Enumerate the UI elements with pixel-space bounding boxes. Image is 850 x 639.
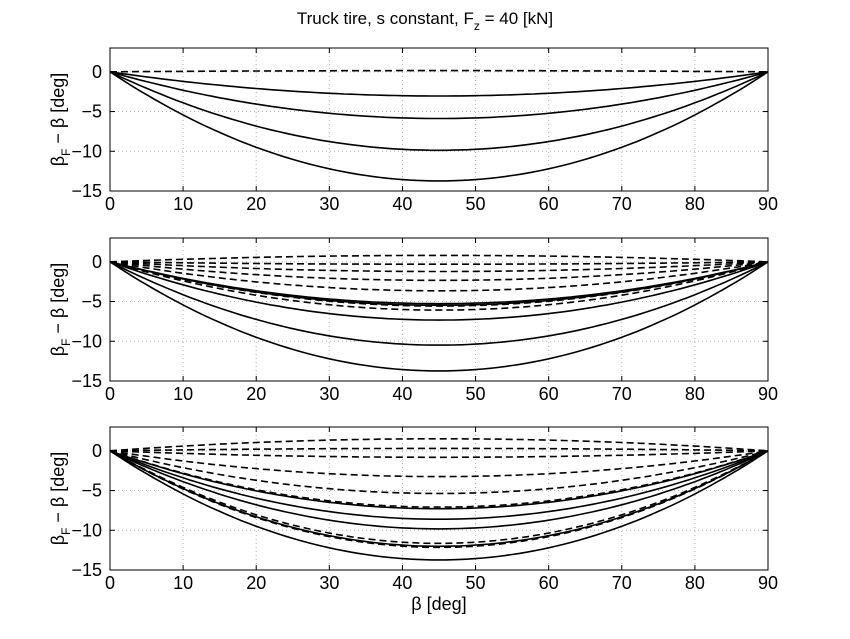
y-tick-label: 0 [92, 441, 102, 461]
x-tick-label: 50 [466, 194, 486, 214]
x-tick-label: 40 [392, 573, 412, 593]
x-tick-label: 0 [105, 573, 115, 593]
x-tick-label: 60 [539, 573, 559, 593]
x-tick-label: 10 [173, 384, 193, 404]
y-tick-label: −15 [71, 371, 102, 391]
y-tick-label: −5 [81, 102, 102, 122]
y-tick-label: −10 [71, 141, 102, 161]
series-line-3 [109, 261, 769, 273]
grid [110, 427, 768, 570]
series-line-11 [109, 261, 769, 346]
tick-marks [109, 238, 769, 382]
x-tick-label: 50 [466, 573, 486, 593]
figure-title: Truck tire, s constant, Fz = 40 [kN] [297, 9, 553, 33]
series-line-9 [109, 261, 769, 307]
series-line-7 [109, 261, 769, 311]
x-tick-label: 40 [392, 384, 412, 404]
series-group [109, 69, 769, 182]
y-tick-label: 0 [92, 62, 102, 82]
x-tick-label: 60 [539, 194, 559, 214]
series-line-12 [109, 450, 769, 548]
series-line-10 [109, 450, 769, 520]
y-tick-label: 0 [92, 252, 102, 272]
x-tick-label: 70 [612, 194, 632, 214]
series-line-3 [109, 71, 769, 120]
series-line-4 [109, 71, 769, 152]
x-tick-label: 40 [392, 194, 412, 214]
series-line-8 [109, 261, 769, 305]
x-tick-label: 80 [685, 573, 705, 593]
series-line-9 [109, 450, 769, 510]
series-group [109, 438, 769, 561]
series-line-1 [109, 254, 769, 263]
subplots: 0 10 20 30 40 50 60 70 80 90 0 −5 −10 −15 βF − β [deg]… [48, 47, 778, 614]
series-line-5 [109, 450, 769, 495]
grid [110, 238, 768, 381]
series-line-2 [109, 71, 769, 97]
x-tick-label: 90 [758, 194, 778, 214]
series-line-1 [109, 438, 769, 452]
y-tick-label: −5 [81, 292, 102, 312]
x-tick-label: 60 [539, 384, 559, 404]
x-tick-label: 90 [758, 573, 778, 593]
series-line-5 [109, 71, 769, 182]
x-tick-label: 10 [173, 194, 193, 214]
x-tick-label: 0 [105, 194, 115, 214]
y-tick-label: −10 [71, 520, 102, 540]
series-line-10 [109, 261, 769, 321]
x-tick-label: 80 [685, 384, 705, 404]
series-line-3 [109, 450, 769, 459]
subplot-3: 0 10 20 30 40 50 60 70 80 90 0 −5 −10 −15 βF − β [deg]… [48, 426, 778, 614]
y-tick-label: −15 [71, 181, 102, 201]
x-tick-label: 10 [173, 573, 193, 593]
series-group [109, 254, 769, 372]
series-line-6 [109, 450, 769, 508]
x-tick-label: 70 [612, 573, 632, 593]
x-tick-label: 20 [246, 194, 266, 214]
tick-marks [109, 427, 769, 571]
y-tick-label: −10 [71, 331, 102, 351]
x-tick-label: 30 [319, 384, 339, 404]
series-line-7 [109, 450, 769, 545]
grid [110, 48, 768, 191]
y-axis-label: βF − β [deg] [48, 73, 73, 167]
tick-marks [109, 48, 769, 192]
y-tick-label: −15 [71, 560, 102, 580]
series-line-11 [109, 450, 769, 530]
series-line-4 [109, 450, 769, 478]
axes-frame [109, 47, 769, 192]
series-line-12 [109, 261, 769, 372]
x-tick-label: 70 [612, 384, 632, 404]
x-tick-label: 0 [105, 384, 115, 404]
axes-frame [109, 237, 769, 382]
subplot-2: 0 10 20 30 40 50 60 70 80 90 0 −5 −10 −15 βF − β [deg] [48, 237, 778, 404]
x-tick-label: 50 [466, 384, 486, 404]
x-tick-label: 30 [319, 194, 339, 214]
y-tick-label: −5 [81, 481, 102, 501]
series-line-4 [109, 261, 769, 282]
x-tick-label: 30 [319, 573, 339, 593]
subplot-1: 0 10 20 30 40 50 60 70 80 90 0 −5 −10 −15 βF − β [deg] [48, 47, 778, 214]
x-tick-label: 20 [246, 573, 266, 593]
y-axis-label: βF − β [deg] [48, 452, 73, 546]
x-tick-label: 90 [758, 384, 778, 404]
x-tick-label: 20 [246, 384, 266, 404]
x-tick-label: 80 [685, 194, 705, 214]
y-axis-label: βF − β [deg] [48, 263, 73, 357]
axes-frame [109, 426, 769, 571]
x-axis-label: β [deg] [411, 594, 466, 614]
series-line-13 [109, 450, 769, 561]
series-line-5 [109, 261, 769, 292]
